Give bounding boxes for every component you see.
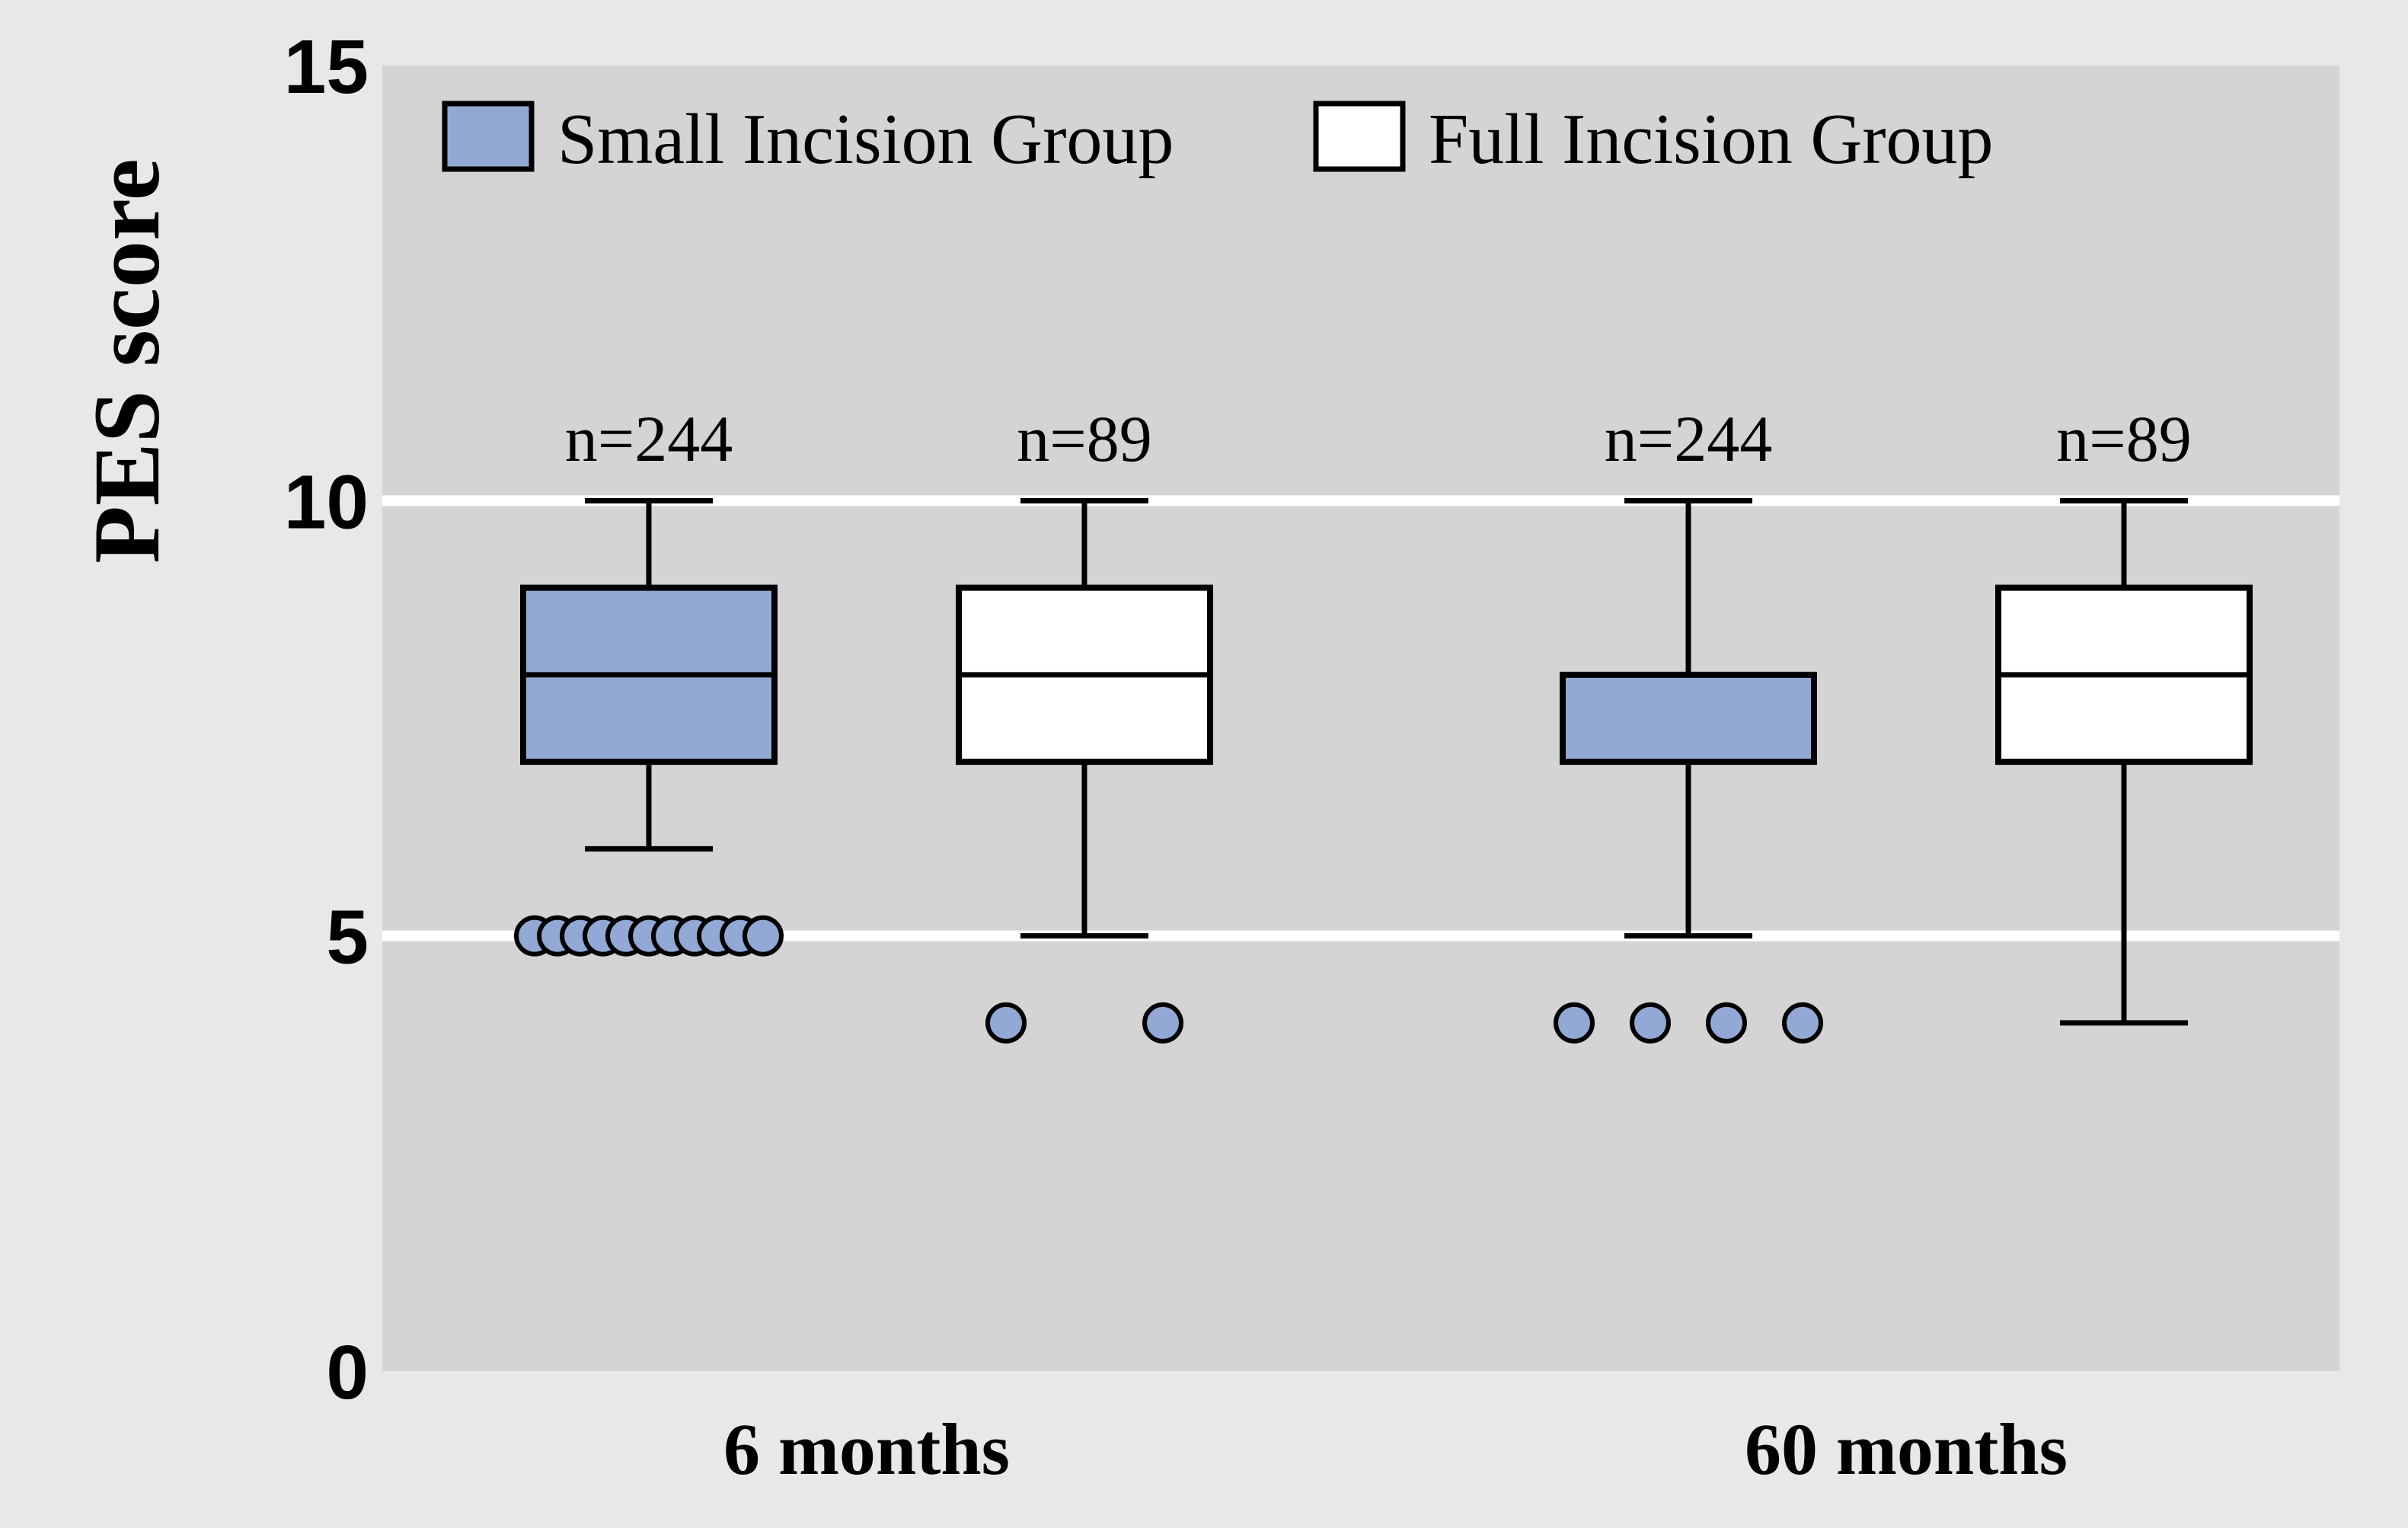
outlier-point — [1554, 1002, 1595, 1044]
y-axis-title: PES score — [75, 158, 179, 564]
sample-size-label: n=244 — [565, 402, 733, 475]
y-tick-label: 5 — [326, 895, 369, 980]
legend-swatch — [442, 101, 535, 172]
sample-size-label: n=244 — [1605, 402, 1773, 475]
legend-swatch — [1313, 101, 1406, 172]
y-tick-label: 10 — [284, 459, 369, 545]
x-category-label: 60 months — [1745, 1408, 2068, 1490]
box-group: n=89 — [956, 402, 1213, 1044]
outlier-point — [1142, 1002, 1183, 1044]
box-group: n=89 — [1995, 402, 2253, 1026]
x-category-label: 6 months — [723, 1408, 1010, 1490]
box-group: n=244 — [1554, 402, 1823, 1044]
legend: Small Incision Group Full Incision Group — [442, 100, 1994, 179]
box-group: n=244 — [514, 402, 784, 957]
iqr-box — [1560, 671, 1817, 766]
x-axis-labels: 6 months 60 months — [723, 1408, 2068, 1490]
legend-label: Small Incision Group — [557, 100, 1174, 179]
sample-size-label: n=89 — [2056, 402, 2192, 475]
outlier-point — [1782, 1002, 1823, 1044]
outlier-point — [743, 915, 784, 957]
outlier-point — [1706, 1002, 1747, 1044]
sample-size-label: n=89 — [1017, 402, 1152, 475]
outlier-point — [1630, 1002, 1671, 1044]
box-layer: n=244 n=244 n=89 n=89 — [514, 402, 2253, 1044]
y-tick-label: 0 — [326, 1330, 369, 1415]
y-tick-label: 15 — [284, 24, 369, 110]
y-axis-ticks: 0 5 10 15 — [284, 24, 369, 1415]
legend-label: Full Incision Group — [1429, 100, 1994, 179]
outlier-point — [985, 1002, 1027, 1044]
